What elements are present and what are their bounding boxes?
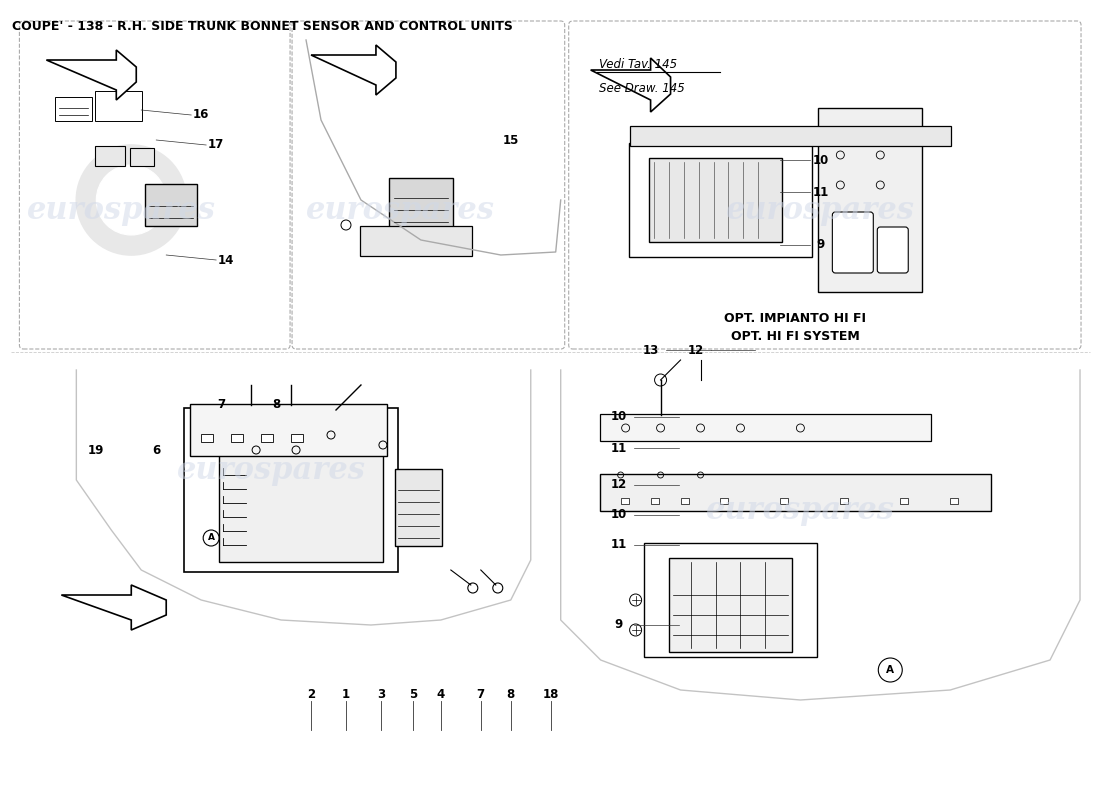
Text: 12: 12 [610, 478, 627, 491]
Text: 9: 9 [615, 618, 623, 631]
Text: A: A [208, 534, 214, 542]
FancyBboxPatch shape [818, 108, 922, 292]
Bar [780, 498, 789, 504]
Bar [840, 498, 848, 504]
Text: A: A [887, 665, 894, 675]
Text: See Draw. 145: See Draw. 145 [598, 82, 684, 94]
FancyBboxPatch shape [55, 97, 92, 121]
FancyBboxPatch shape [96, 91, 142, 121]
FancyBboxPatch shape [389, 178, 453, 232]
Bar [720, 498, 728, 504]
Text: 10: 10 [812, 154, 828, 166]
Text: 19: 19 [88, 443, 104, 457]
Text: 8: 8 [272, 398, 280, 411]
Bar [950, 498, 958, 504]
Text: 3: 3 [377, 689, 385, 702]
Text: 11: 11 [610, 538, 627, 551]
Text: eurospares: eurospares [26, 194, 216, 226]
Text: 4: 4 [437, 689, 446, 702]
Circle shape [76, 145, 186, 255]
Text: eurospares: eurospares [706, 494, 894, 526]
FancyBboxPatch shape [600, 414, 932, 441]
Text: 11: 11 [812, 186, 828, 198]
Text: OPT. HI FI SYSTEM: OPT. HI FI SYSTEM [732, 330, 860, 342]
FancyBboxPatch shape [96, 146, 125, 166]
Text: COUPE' - 138 - R.H. SIDE TRUNK BONNET SENSOR AND CONTROL UNITS: COUPE' - 138 - R.H. SIDE TRUNK BONNET SE… [12, 20, 514, 33]
FancyBboxPatch shape [219, 428, 383, 562]
Polygon shape [311, 45, 396, 95]
FancyBboxPatch shape [360, 226, 472, 256]
Text: 14: 14 [218, 254, 234, 266]
Text: 16: 16 [192, 109, 209, 122]
Text: 2: 2 [307, 689, 315, 702]
Text: 7: 7 [217, 398, 226, 411]
Text: eurospares: eurospares [726, 194, 915, 226]
Text: OPT. IMPIANTO HI FI: OPT. IMPIANTO HI FI [725, 311, 867, 325]
FancyBboxPatch shape [833, 212, 873, 273]
FancyBboxPatch shape [629, 126, 952, 146]
Text: 1: 1 [342, 689, 350, 702]
Bar [292, 434, 302, 442]
Text: 5: 5 [409, 689, 417, 702]
FancyBboxPatch shape [395, 469, 442, 546]
FancyBboxPatch shape [878, 227, 909, 273]
Polygon shape [46, 50, 136, 100]
Text: 7: 7 [476, 689, 485, 702]
Bar [620, 498, 628, 504]
Text: eurospares: eurospares [177, 454, 365, 486]
Bar [261, 434, 273, 442]
Text: 15: 15 [503, 134, 519, 146]
FancyBboxPatch shape [600, 474, 991, 511]
Text: 17: 17 [208, 138, 224, 151]
Polygon shape [591, 58, 671, 112]
Text: 18: 18 [542, 689, 559, 702]
Circle shape [97, 165, 166, 235]
Bar [681, 498, 689, 504]
Text: 10: 10 [610, 410, 627, 423]
Polygon shape [62, 585, 166, 630]
FancyBboxPatch shape [669, 558, 792, 652]
Text: Vedi Tav. 145: Vedi Tav. 145 [598, 58, 676, 71]
Bar [900, 498, 909, 504]
Text: 9: 9 [816, 238, 825, 251]
Text: 8: 8 [507, 689, 515, 702]
Text: 6: 6 [152, 443, 161, 457]
FancyBboxPatch shape [190, 404, 387, 456]
FancyBboxPatch shape [649, 158, 782, 242]
Bar [650, 498, 659, 504]
FancyBboxPatch shape [145, 184, 197, 226]
Text: 13: 13 [642, 343, 659, 357]
Bar [231, 434, 243, 442]
Text: 11: 11 [610, 442, 627, 454]
Bar [201, 434, 213, 442]
Text: 10: 10 [610, 509, 627, 522]
Text: eurospares: eurospares [307, 194, 495, 226]
Text: 12: 12 [688, 343, 704, 357]
FancyBboxPatch shape [130, 148, 154, 166]
